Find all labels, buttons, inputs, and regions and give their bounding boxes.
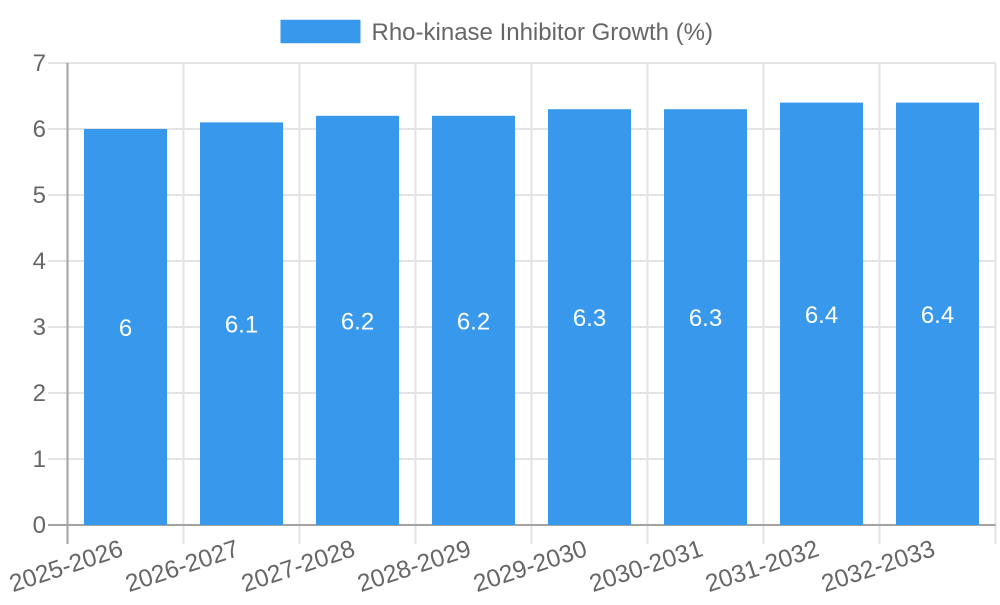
svg-text:2: 2 bbox=[33, 380, 46, 407]
svg-text:6.3: 6.3 bbox=[689, 305, 722, 332]
svg-text:6.4: 6.4 bbox=[921, 302, 954, 329]
svg-text:4: 4 bbox=[33, 248, 46, 275]
svg-text:Rho-kinase Inhibitor Growth (%: Rho-kinase Inhibitor Growth (%) bbox=[372, 19, 713, 46]
svg-text:6.3: 6.3 bbox=[573, 305, 606, 332]
svg-text:6.1: 6.1 bbox=[225, 312, 258, 339]
svg-text:0: 0 bbox=[33, 512, 46, 539]
svg-text:3: 3 bbox=[33, 314, 46, 341]
svg-text:6.4: 6.4 bbox=[805, 302, 838, 329]
svg-text:5: 5 bbox=[33, 182, 46, 209]
svg-text:7: 7 bbox=[33, 50, 46, 77]
svg-text:6.2: 6.2 bbox=[457, 308, 490, 335]
svg-text:6: 6 bbox=[119, 315, 132, 342]
svg-text:1: 1 bbox=[33, 446, 46, 473]
svg-text:6.2: 6.2 bbox=[341, 308, 374, 335]
svg-text:6: 6 bbox=[33, 116, 46, 143]
